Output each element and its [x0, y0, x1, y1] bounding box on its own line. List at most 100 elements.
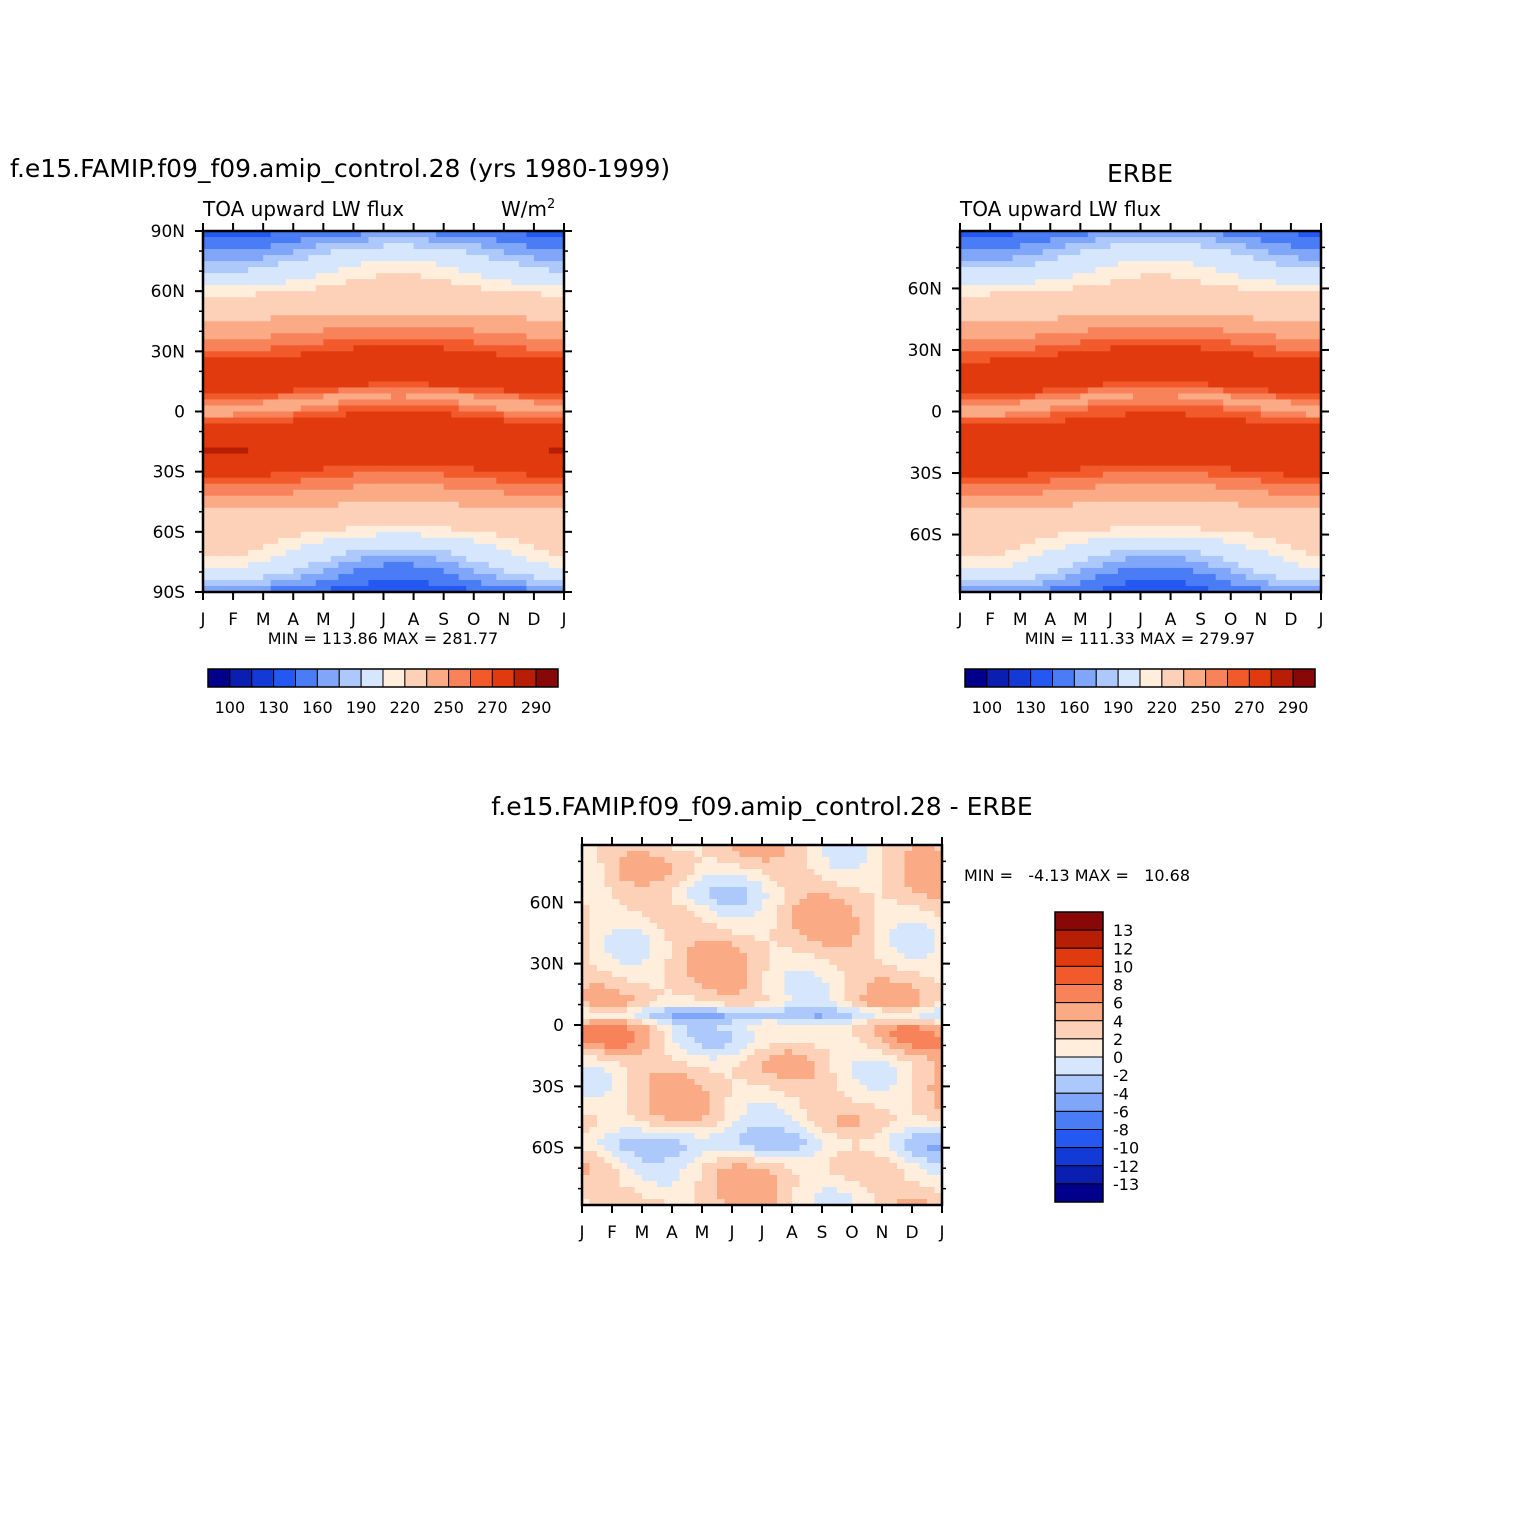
field-cell: [270, 285, 279, 292]
field-cell: [1035, 411, 1044, 419]
field-cell: [308, 273, 317, 280]
field-cell: [1072, 279, 1081, 286]
field-cell: [398, 351, 407, 358]
field-cell: [421, 273, 430, 280]
field-cell: [225, 573, 234, 581]
field-cell: [1087, 345, 1096, 352]
field-cell: [488, 279, 497, 286]
field-cell: [353, 387, 362, 395]
field-cell: [1012, 417, 1021, 425]
field-cell: [1260, 315, 1269, 322]
field-cell: [1095, 327, 1104, 334]
field-cell: [1072, 411, 1081, 419]
field-cell: [330, 267, 339, 274]
field-cell: [1230, 357, 1239, 364]
field-cell: [1035, 453, 1044, 461]
field-cell: [263, 255, 272, 262]
field-cell: [293, 417, 302, 425]
field-cell: [1215, 417, 1224, 425]
field-cell: [293, 279, 302, 286]
field-cell: [511, 375, 520, 383]
field-cell: [1042, 399, 1051, 407]
field-cell: [1027, 291, 1036, 298]
field-cell: [1027, 447, 1036, 455]
field-cell: [443, 369, 452, 376]
field-cell: [982, 363, 991, 370]
field-cell: [263, 441, 272, 449]
field-cell: [203, 375, 212, 383]
field-cell: [511, 363, 520, 370]
field-cell: [1080, 267, 1089, 274]
field-cell: [503, 375, 512, 383]
field-cell: [428, 417, 437, 425]
field-cell: [518, 327, 527, 334]
field-cell: [406, 561, 415, 569]
field-cell: [360, 267, 370, 274]
field-cell: [398, 507, 407, 515]
field-cell: [960, 327, 969, 334]
field-cell: [960, 267, 969, 274]
field-cell: [1087, 393, 1096, 401]
field-cell: [982, 315, 991, 322]
field-cell: [1020, 465, 1029, 473]
field-cell: [473, 327, 482, 334]
field-cell: [270, 249, 279, 256]
field-cell: [218, 483, 227, 491]
field-cell: [1305, 273, 1315, 280]
field-cell: [518, 357, 527, 364]
field-cell: [982, 465, 991, 473]
field-cell: [443, 393, 452, 401]
field-cell: [997, 369, 1006, 376]
field-cell: [1005, 345, 1014, 352]
field-cell: [240, 573, 249, 581]
field-cell: [1275, 453, 1284, 461]
field-cell: [263, 579, 272, 587]
field-cell: [398, 447, 407, 455]
field-cell: [428, 519, 437, 527]
field-cell: [466, 303, 475, 310]
field-cell: [1260, 417, 1269, 425]
field-cell: [225, 411, 234, 419]
field-cell: [360, 321, 370, 328]
field-cell: [451, 489, 460, 497]
field-cell: [255, 537, 264, 545]
field-cell: [1102, 405, 1112, 413]
field-cell: [436, 579, 445, 587]
field-cell: [308, 555, 317, 563]
field-cell: [398, 495, 407, 503]
field-cell: [1230, 231, 1239, 238]
field-cell: [1117, 315, 1127, 322]
field-cell: [278, 561, 287, 569]
field-cell: [1155, 351, 1164, 358]
field-cell: [1245, 249, 1254, 256]
field-cell: [443, 441, 452, 449]
field-cell: [338, 489, 347, 497]
field-cell: [1253, 465, 1262, 473]
field-cell: [1298, 345, 1307, 352]
field-cell: [488, 561, 497, 569]
field-cell: [1132, 357, 1142, 364]
field-cell: [1208, 429, 1217, 437]
field-cell: [997, 279, 1006, 286]
field-cell: [488, 255, 497, 262]
field-cell: [1215, 357, 1224, 364]
field-cell: [368, 429, 377, 437]
field-cell: [1223, 339, 1232, 346]
field-cell: [368, 543, 377, 551]
field-cell: [556, 447, 564, 455]
field-cell: [345, 399, 355, 407]
field-cell: [1125, 423, 1134, 431]
field-cell: [1163, 291, 1172, 298]
field-cell: [458, 243, 467, 250]
field-cell: [997, 249, 1006, 256]
field-cell: [997, 477, 1006, 485]
field-cell: [1087, 441, 1096, 449]
field-cell: [1042, 423, 1051, 431]
field-cell: [315, 399, 324, 407]
field-cell: [428, 327, 437, 334]
colorbar-box: [295, 668, 318, 688]
field-cell: [518, 321, 527, 328]
field-cell: [511, 561, 520, 569]
field-cell: [233, 441, 242, 449]
field-cell: [960, 339, 969, 346]
